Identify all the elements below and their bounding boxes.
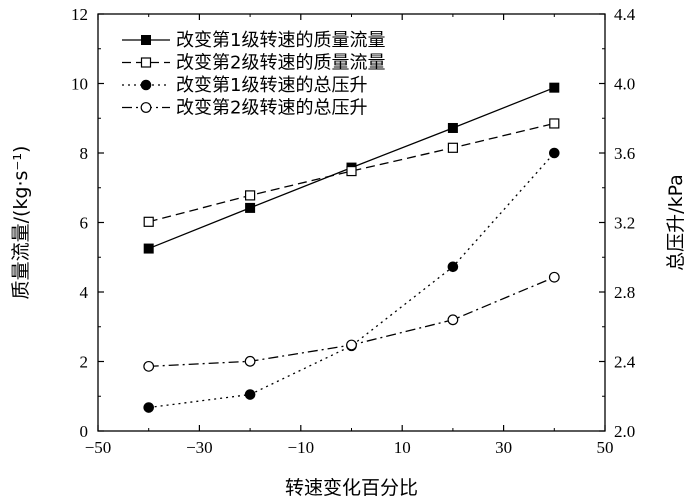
y2-tick-label: 4.4 [614, 5, 636, 24]
series-layer [143, 82, 560, 413]
y-axis-title: 质量流量/(kg·s⁻¹) [10, 146, 32, 300]
x-tick-label: −50 [85, 438, 112, 457]
legend-item: 改变第2级转速的总压升 [122, 98, 367, 119]
data-point [244, 389, 256, 400]
data-point [245, 190, 256, 201]
data-point [143, 243, 154, 254]
data-point [549, 147, 560, 159]
legend-marker [140, 57, 152, 68]
y-tick-label: 4 [80, 283, 89, 302]
legend-label: 改变第1级转速的质量流量 [176, 30, 385, 51]
y2-tick-label: 2.8 [614, 283, 635, 302]
x-tick-label: −10 [288, 438, 315, 457]
legend-item: 改变第1级转速的质量流量 [122, 30, 385, 51]
legend-item: 改变第2级转速的质量流量 [122, 53, 385, 74]
series-line [148, 276, 555, 368]
y-tick-label: 8 [80, 144, 89, 163]
data-point [549, 82, 560, 93]
data-point [549, 118, 560, 129]
y-tick-label: 6 [80, 214, 89, 233]
y-tick-label: 0 [80, 422, 89, 441]
legend-label: 改变第1级转速的总压升 [176, 75, 367, 96]
data-point [244, 355, 256, 367]
legend-item: 改变第1级转速的总压升 [122, 75, 367, 96]
y2-tick-label: 2.0 [614, 422, 635, 441]
y2-tick-label: 3.6 [614, 144, 635, 163]
data-point [447, 142, 458, 153]
data-point [346, 339, 357, 351]
data-point [143, 360, 155, 372]
legend-label: 改变第2级转速的质量流量 [176, 53, 385, 74]
y2-tick-label: 2.4 [614, 353, 636, 372]
y2-axis-title: 总压升/kPa [665, 174, 687, 271]
legend-label: 改变第2级转速的总压升 [176, 98, 367, 119]
axis-ticks: −50 −30 −10 10 30 50 0 2 4 6 8 10 12 2.0 2.4 2.8 3.2 3.6 4… [71, 5, 636, 457]
data-point [143, 402, 154, 413]
y-tick-label: 12 [71, 5, 88, 24]
x-tick-label: 10 [394, 438, 411, 457]
legend: 改变第1级转速的质量流量改变第2级转速的质量流量改变第1级转速的总压升改变第2级… [122, 30, 385, 119]
data-point [447, 261, 459, 273]
series-line [148, 152, 555, 409]
legend-marker [140, 79, 152, 91]
y-tick-label: 2 [80, 353, 89, 372]
data-point [548, 271, 560, 283]
y-tick-label: 10 [71, 75, 88, 94]
series-2 [143, 118, 560, 227]
y2-tick-label: 4.0 [614, 75, 635, 94]
y2-tick-label: 3.2 [614, 214, 635, 233]
series-4 [143, 271, 560, 372]
x-axis-title: 转速变化百分比 [285, 477, 418, 499]
data-point [447, 314, 459, 326]
data-point [143, 216, 154, 227]
x-tick-label: 50 [597, 438, 614, 457]
legend-marker [141, 35, 151, 45]
x-tick-label: −30 [186, 438, 213, 457]
x-tick-label: 30 [495, 438, 512, 457]
data-point [245, 202, 256, 213]
data-point [346, 165, 357, 177]
legend-marker [140, 102, 152, 113]
data-point [447, 122, 458, 133]
series-3 [143, 147, 560, 413]
